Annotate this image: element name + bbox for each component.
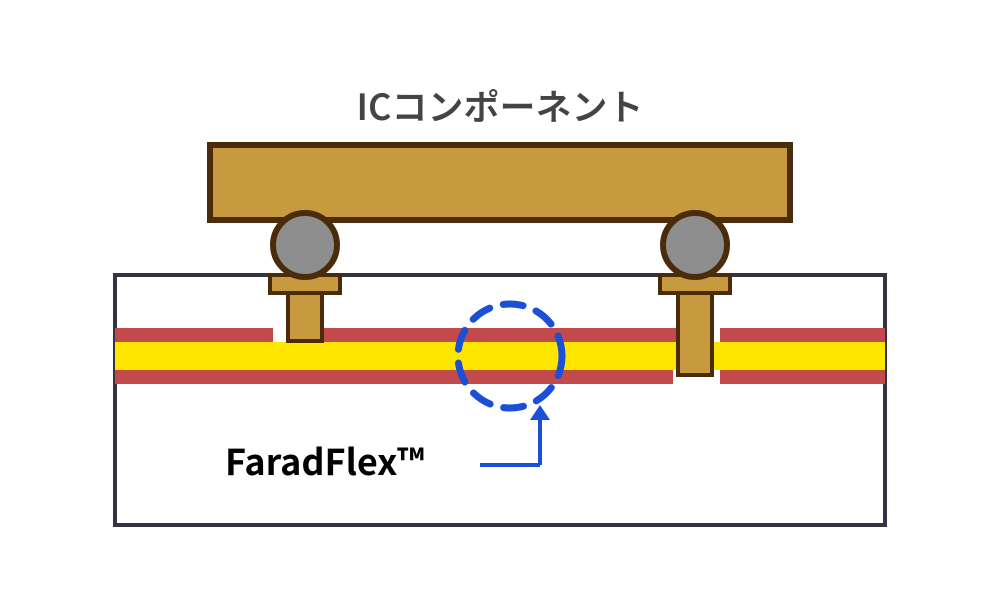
copper-segment	[115, 370, 673, 384]
copper-segment	[288, 328, 678, 342]
via-stem	[288, 293, 322, 341]
faradflex-cross-section-diagram: ICコンポーネント FaradFlex™	[0, 0, 1005, 615]
via-stem	[678, 293, 712, 375]
substrate-outline	[115, 275, 885, 525]
dielectric-layer	[115, 342, 885, 370]
copper-top-layer	[115, 328, 885, 342]
ic-component-title: ICコンポーネント	[357, 79, 644, 131]
copper-segment	[720, 370, 885, 384]
copper-bottom-layer	[115, 370, 885, 384]
ic-body	[210, 145, 790, 220]
faradflex-label: FaradFlex™	[225, 434, 424, 486]
copper-segment	[720, 328, 885, 342]
solder-ball	[663, 213, 727, 277]
diagram-svg: ICコンポーネント FaradFlex™	[0, 0, 1005, 615]
solder-ball	[273, 213, 337, 277]
copper-segment	[115, 328, 273, 342]
